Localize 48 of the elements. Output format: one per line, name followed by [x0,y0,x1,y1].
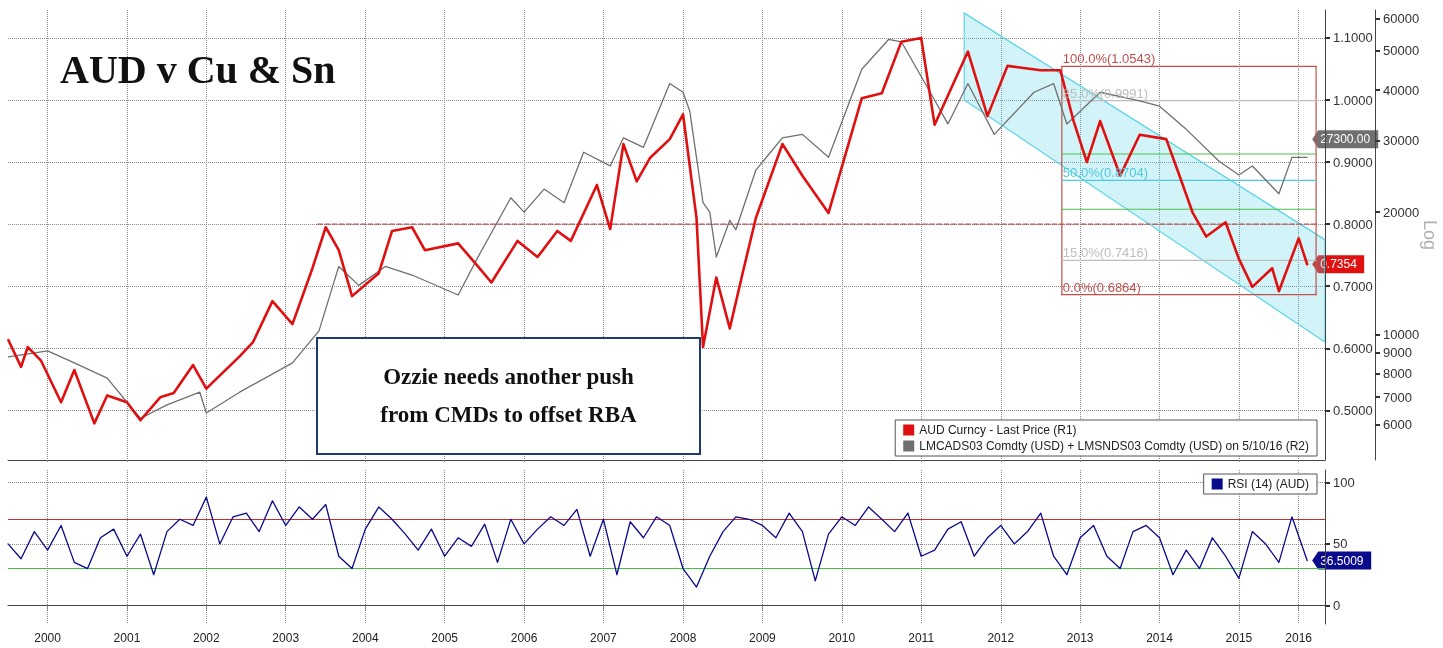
x-tick-label: 2003 [272,631,300,645]
y-tick-label: 1.0000 [1333,92,1373,108]
y2-tick-label: 6000 [1383,416,1412,432]
y2-tick-label: 40000 [1383,82,1420,98]
y-tick-label: 50 [1333,536,1348,552]
y-tick-label: 0.8000 [1333,216,1373,232]
x-tick-label: 2001 [113,631,141,645]
y2-tick-label: 30000 [1383,133,1420,149]
legend-label: AUD Curncy - Last Price (R1) [919,423,1077,437]
legend-label: LMCADS03 Comdty (USD) + LMSNDS03 Comdty (USD) on 5/10/16 (R2) [919,439,1310,453]
x-tick-label: 2002 [192,631,220,645]
x-tick-label: 2016 [1285,631,1313,645]
x-tick-label: 2005 [431,631,459,645]
y-tick-label: 0.9000 [1333,154,1373,170]
y-tick-label: 0.7000 [1333,278,1373,294]
x-tick-label: 2012 [987,631,1015,645]
y-tick-label: 0.6000 [1333,340,1373,356]
x-tick-label: 2007 [590,631,618,645]
y2-tick-label: 7000 [1383,389,1412,405]
note-box: Ozzie needs another push from CMDs to offset RBA [316,337,701,455]
data-label: 27300.00 [1320,132,1371,147]
text: AUD v Cu & Sn [60,46,336,92]
y2-tick-label: 9000 [1383,345,1412,361]
y2-tick-label: 8000 [1383,366,1412,382]
x-tick-label: 2000 [34,631,62,645]
data-label: 36.5009 [1320,553,1364,568]
annotation: 15.0%(0.7416) [1062,245,1149,261]
x-tick-label: 2013 [1066,631,1094,645]
y2-tick-label: 20000 [1383,204,1420,220]
annotation: 0.0%(0.6864) [1062,279,1141,295]
annotation: 100.0%(1.0543) [1062,51,1156,67]
y2-axis-title: Log [1420,219,1440,251]
y2-tick-label: 50000 [1383,43,1420,59]
x-tick-label: 2006 [510,631,538,645]
x-tick-label: 2010 [828,631,856,645]
legend-label: RSI (14) (AUD) [1227,477,1309,491]
x-tick-label: 2004 [351,631,379,645]
y2-tick-label: 10000 [1383,326,1420,342]
y-tick-label: 1.1000 [1333,30,1373,46]
x-tick-label: 2008 [669,631,697,645]
x-tick-label: 2015 [1225,631,1253,645]
x-tick-label: 2011 [908,631,935,645]
y-tick-label: 100 [1333,474,1355,490]
x-tick-label: 2009 [749,631,777,645]
y-tick-label: 0 [1333,598,1341,614]
x-tick-label: 2014 [1146,631,1174,645]
y2-tick-label: 60000 [1383,11,1420,27]
y-tick-label: 0.5000 [1333,402,1373,418]
